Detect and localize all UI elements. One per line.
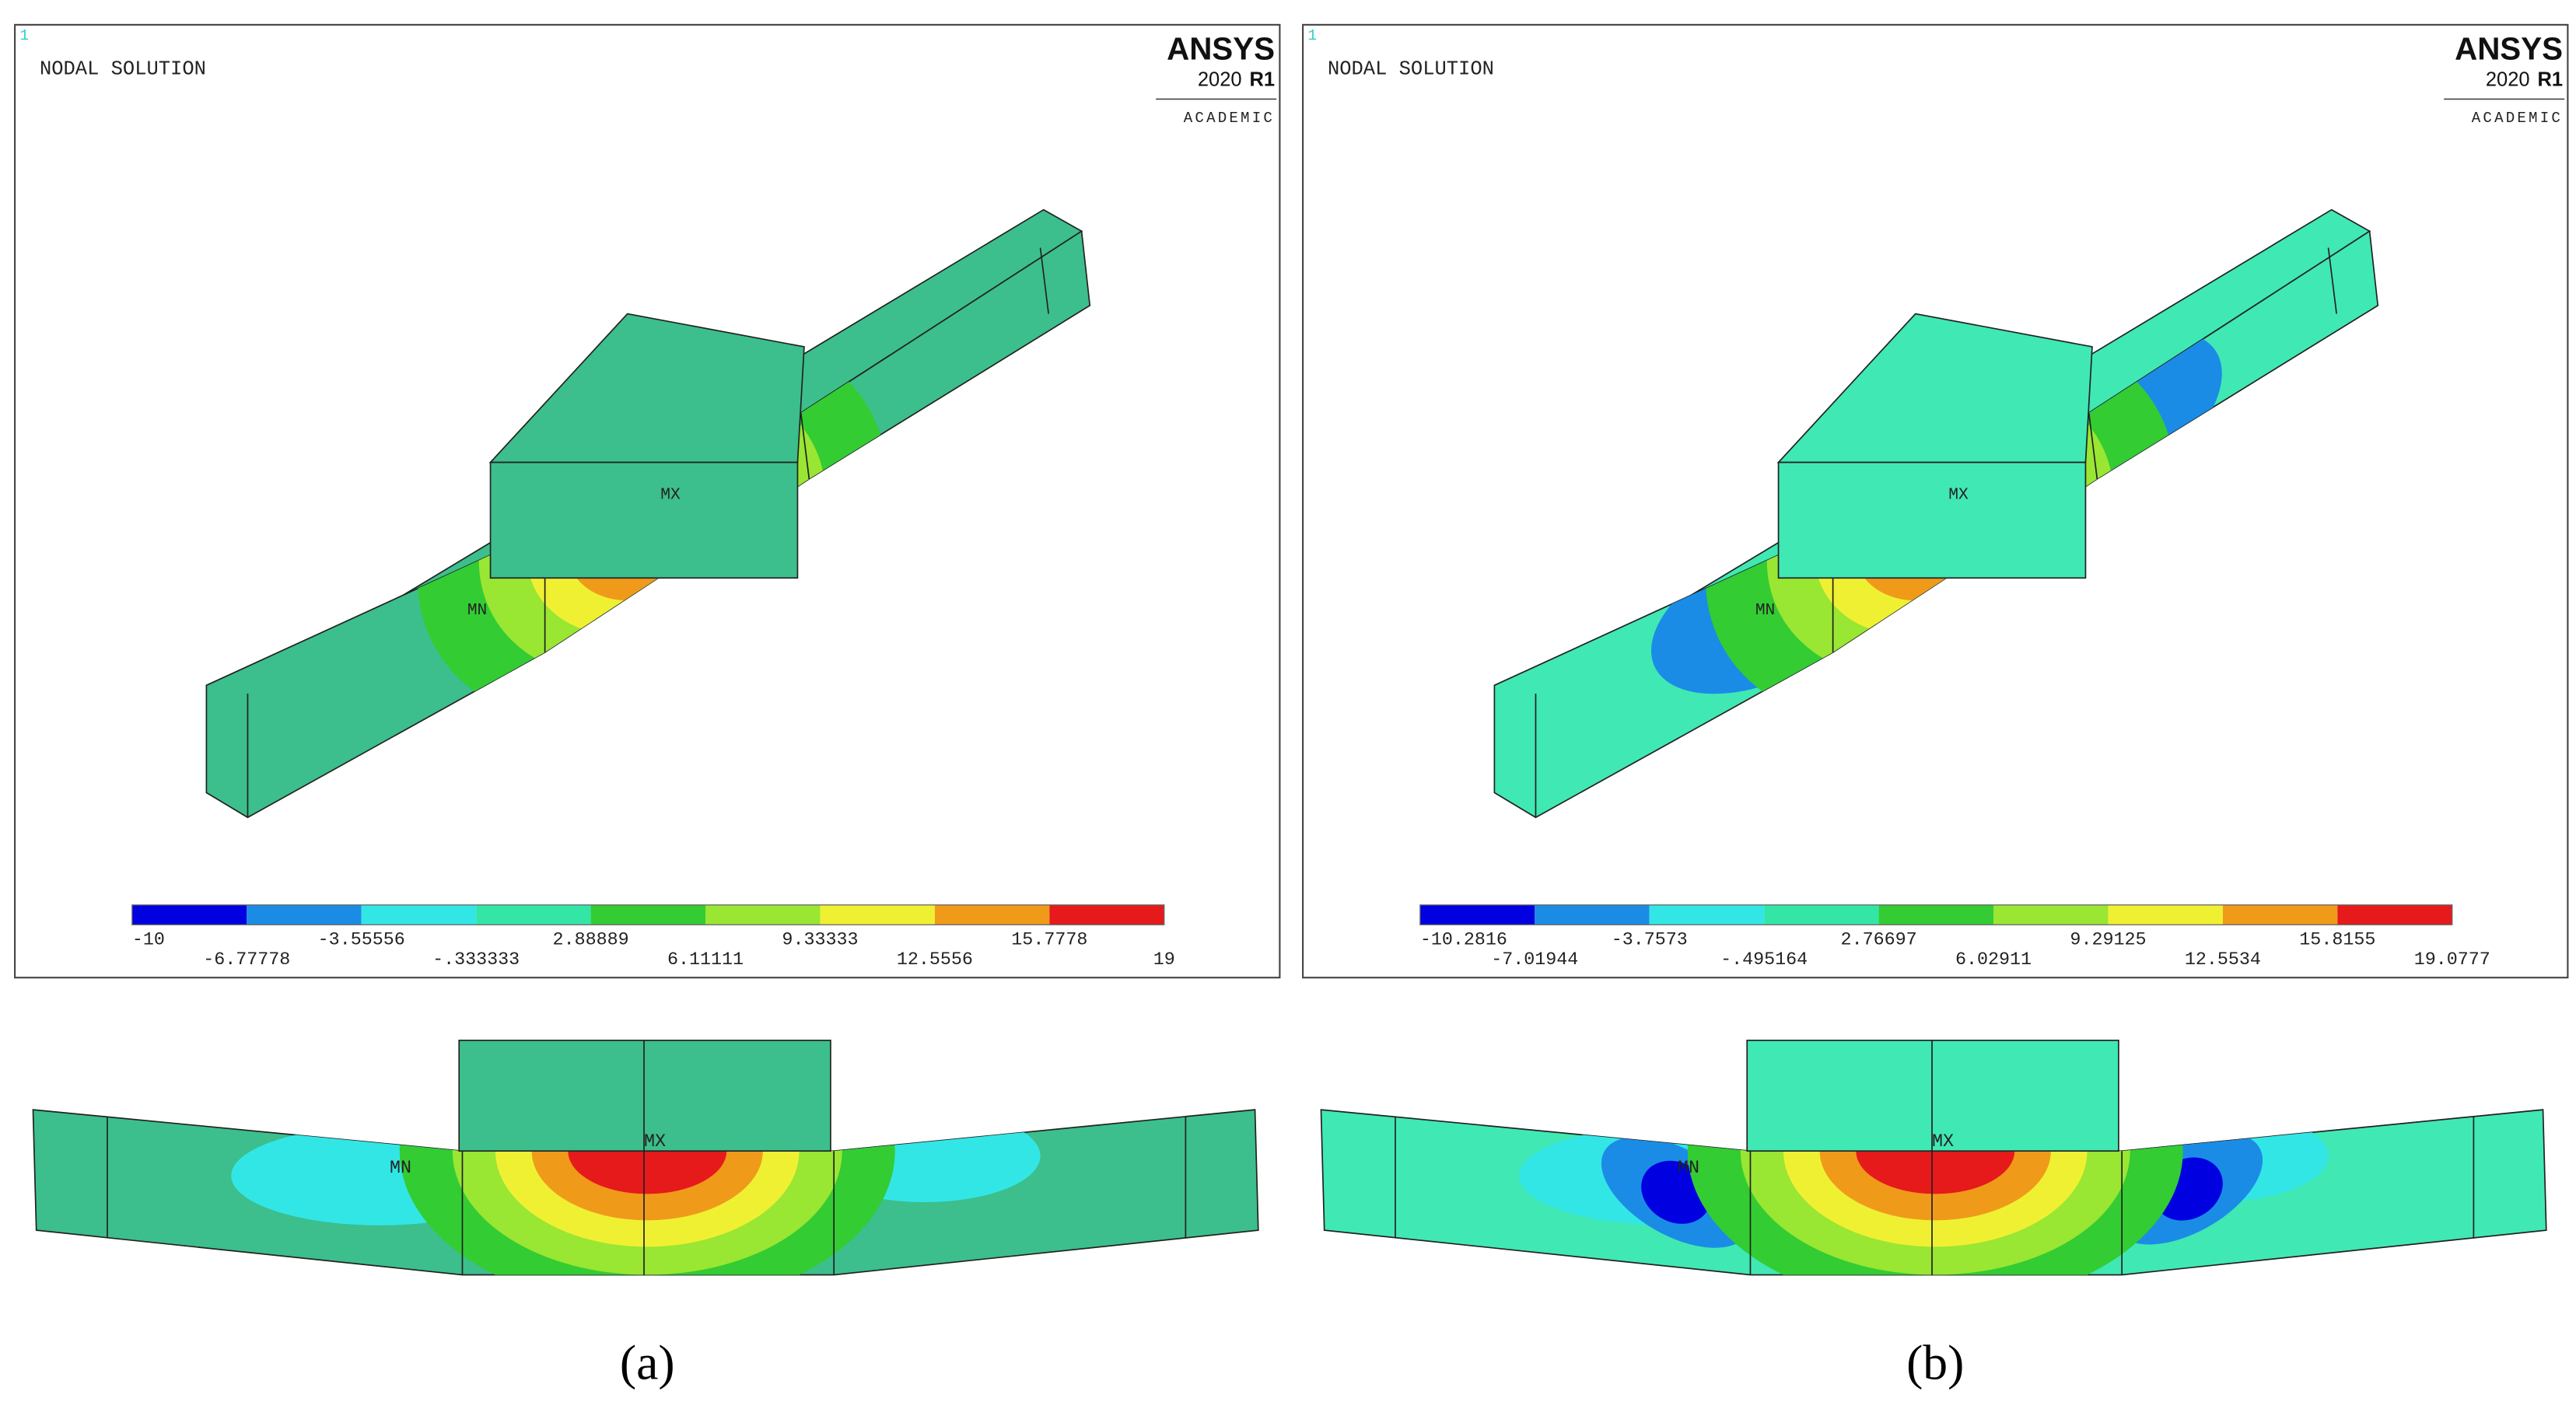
edge-line — [800, 412, 810, 479]
legend-label: -6.77778 — [203, 950, 290, 970]
edge-line — [2327, 247, 2337, 314]
legend-label: 9.33333 — [782, 931, 858, 951]
max-marker: MX — [644, 1132, 666, 1152]
legend-swatch — [590, 904, 706, 925]
legend-label: -10.2816 — [1420, 931, 1507, 951]
legend-label: -7.01944 — [1491, 950, 1578, 970]
legend-swatch — [934, 904, 1050, 925]
legend-label: 15.8155 — [2299, 931, 2375, 951]
legend-label: 2.76697 — [1841, 931, 1917, 951]
result-header: NODAL SOLUTION — [40, 58, 206, 81]
block-front-face — [489, 461, 799, 579]
max-marker: MX — [1932, 1132, 1954, 1152]
edge-line — [2088, 412, 2098, 479]
legend-swatch — [2108, 904, 2223, 925]
legend-swatch — [1993, 904, 2109, 925]
legend-border — [131, 904, 1165, 925]
edition: ACADEMIC — [1184, 110, 1275, 127]
max-marker: MX — [660, 485, 681, 504]
legend-label: 2.88889 — [553, 931, 629, 951]
version: 2020 — [1198, 68, 1242, 90]
legend-swatch — [2337, 904, 2452, 925]
brand-logo: ANSYS — [2455, 30, 2563, 66]
legend-swatch — [1535, 904, 1650, 925]
min-marker: MN — [1755, 601, 1775, 620]
min-marker: MN — [1678, 1159, 1699, 1179]
legend-swatch — [361, 904, 477, 925]
min-marker: MN — [390, 1159, 411, 1179]
legend-swatch — [1764, 904, 1879, 925]
legend-label: -10 — [132, 931, 165, 951]
result-header: NODAL SOLUTION — [1328, 58, 1494, 81]
side-block — [458, 1040, 831, 1152]
legend-swatch — [1649, 904, 1765, 925]
edition: ACADEMIC — [2472, 110, 2563, 127]
caption: (a) — [620, 1334, 675, 1390]
min-marker: MN — [467, 601, 487, 620]
release: R1 — [2537, 68, 2563, 90]
legend-label: 6.11111 — [667, 950, 744, 970]
caption: (b) — [1906, 1334, 1964, 1390]
side-block — [1746, 1040, 2119, 1152]
brand-logo: ANSYS — [1167, 30, 1275, 66]
legend-swatch — [705, 904, 821, 925]
legend-swatch — [1419, 904, 1535, 925]
legend-label: 12.5556 — [897, 950, 973, 970]
legend-swatch — [476, 904, 591, 925]
legend-swatch — [1049, 904, 1164, 925]
max-marker: MX — [1948, 485, 1969, 504]
legend-label: -3.7573 — [1612, 931, 1688, 951]
release: R1 — [1249, 68, 1275, 90]
legend-label: 15.7778 — [1011, 931, 1087, 951]
version: 2020 — [2486, 68, 2530, 90]
legend-label: 12.5534 — [2185, 950, 2261, 970]
legend-label: 19.0777 — [2414, 950, 2490, 970]
legend-label: -.495164 — [1720, 950, 1808, 970]
legend-swatch — [2222, 904, 2338, 925]
edge-line — [1039, 247, 1049, 314]
legend-border — [1419, 904, 2453, 925]
frame-number: 1 — [1307, 27, 1316, 44]
legend-swatch — [131, 904, 247, 925]
legend-label: 6.02911 — [1955, 950, 2032, 970]
legend-swatch — [1878, 904, 1994, 925]
legend-swatch — [820, 904, 935, 925]
legend-swatch — [247, 904, 362, 925]
legend-label: 19 — [1153, 950, 1175, 970]
frame-number: 1 — [19, 27, 28, 44]
legend-label: -3.55556 — [318, 931, 405, 951]
legend-label: -.333333 — [432, 950, 520, 970]
block-front-face — [1777, 461, 2087, 579]
legend-label: 9.29125 — [2070, 931, 2146, 951]
